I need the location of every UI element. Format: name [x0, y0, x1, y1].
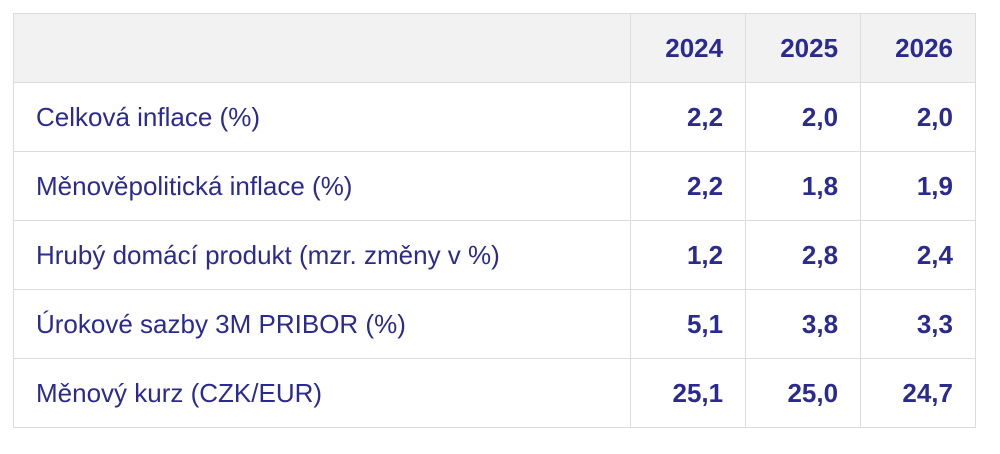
value-cell: 25,1 [630, 358, 747, 428]
table-row: Celková inflace (%) 2,2 2,0 2,0 [12, 82, 976, 152]
data-table: 2024 2025 2026 Celková inflace (%) 2,2 2,0 2,… [12, 13, 976, 428]
value-cell: 3,3 [860, 289, 976, 359]
value-cell: 2,0 [860, 82, 976, 152]
value-cell: 5,1 [630, 289, 747, 359]
value-cell: 2,8 [745, 220, 862, 290]
header-cell [12, 13, 632, 83]
value-cell: 25,0 [745, 358, 862, 428]
value-cell: 2,4 [860, 220, 976, 290]
value-cell: 3,8 [745, 289, 862, 359]
table-row: Úrokové sazby 3M PRIBOR (%) 5,1 3,8 3,3 [12, 289, 976, 359]
value-cell: 1,9 [860, 151, 976, 221]
value-cell: 1,2 [630, 220, 747, 290]
header-cell: 2026 [860, 13, 976, 83]
header-cell: 2025 [745, 13, 862, 83]
value-cell: 1,8 [745, 151, 862, 221]
value-cell: 2,2 [630, 82, 747, 152]
table-head: 2024 2025 2026 [12, 13, 976, 83]
header-cell: 2024 [630, 13, 747, 83]
header-row: 2024 2025 2026 [12, 13, 976, 83]
table-row: Měnový kurz (CZK/EUR) 25,1 25,0 24,7 [12, 358, 976, 428]
table-row: Měnověpolitická inflace (%) 2,2 1,8 1,9 [12, 151, 976, 221]
value-cell: 2,2 [630, 151, 747, 221]
value-cell: 2,0 [745, 82, 862, 152]
row-label: Měnový kurz (CZK/EUR) [12, 358, 632, 428]
row-label: Celková inflace (%) [12, 82, 632, 152]
row-label: Hrubý domácí produkt (mzr. změny v %) [12, 220, 632, 290]
table-body: Celková inflace (%) 2,2 2,0 2,0 Měnověpoliti… [12, 82, 976, 428]
row-label: Úrokové sazby 3M PRIBOR (%) [12, 289, 632, 359]
table-row: Hrubý domácí produkt (mzr. změny v %) 1,2… [12, 220, 976, 290]
row-label: Měnověpolitická inflace (%) [12, 151, 632, 221]
value-cell: 24,7 [860, 358, 976, 428]
